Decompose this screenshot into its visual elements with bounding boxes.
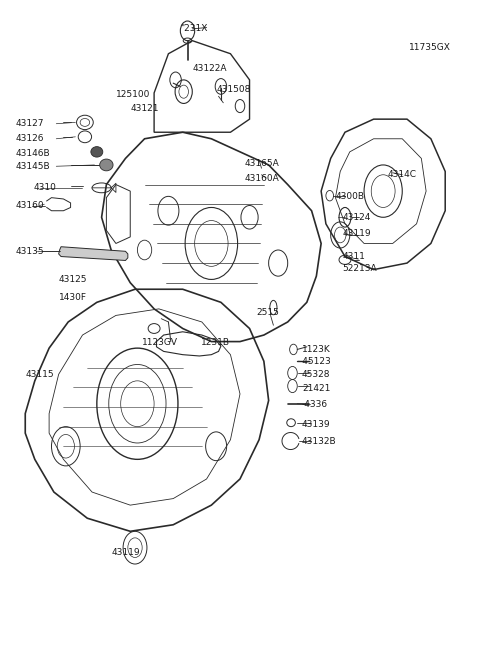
Text: 43160: 43160 [16, 201, 44, 210]
Text: 2515: 2515 [257, 307, 279, 317]
Text: 1430F: 1430F [59, 292, 87, 302]
Text: 125100: 125100 [116, 90, 150, 99]
Text: 1123K: 1123K [302, 345, 331, 354]
Text: 43126: 43126 [16, 134, 44, 143]
Text: 43125: 43125 [59, 275, 87, 284]
Text: 43124: 43124 [343, 213, 371, 222]
Text: -4336: -4336 [302, 400, 328, 409]
Text: 43139: 43139 [302, 420, 331, 428]
Text: 45328: 45328 [302, 371, 331, 380]
Text: 43132B: 43132B [302, 437, 336, 446]
Text: 4311: 4311 [343, 252, 365, 261]
Text: 11735GX: 11735GX [409, 43, 451, 52]
Text: 21421: 21421 [302, 384, 330, 392]
Text: 4310: 4310 [34, 183, 57, 193]
Text: 43146B: 43146B [16, 148, 50, 158]
Text: 52213A: 52213A [343, 264, 377, 273]
Text: -45123: -45123 [300, 357, 331, 367]
Text: 43135: 43135 [16, 247, 44, 256]
Ellipse shape [91, 147, 103, 157]
Text: 43119: 43119 [343, 229, 371, 238]
Text: 43160A: 43160A [245, 173, 279, 183]
Text: 4314C: 4314C [388, 170, 417, 179]
Text: 43119: 43119 [111, 548, 140, 556]
Ellipse shape [100, 159, 113, 171]
Text: 1123GV: 1123GV [142, 338, 178, 348]
Text: 43127: 43127 [16, 119, 44, 128]
Text: 43122A: 43122A [192, 64, 227, 73]
Text: 1231B: 1231B [201, 338, 230, 348]
Polygon shape [59, 247, 128, 260]
Text: 43165A: 43165A [245, 159, 279, 168]
Text: "231X: "231X [180, 24, 208, 34]
Text: 43115: 43115 [25, 370, 54, 379]
Text: 43145B: 43145B [16, 162, 50, 171]
Text: 431508: 431508 [216, 85, 251, 94]
Text: 43121: 43121 [130, 104, 159, 113]
Text: 4300B: 4300B [336, 192, 364, 201]
